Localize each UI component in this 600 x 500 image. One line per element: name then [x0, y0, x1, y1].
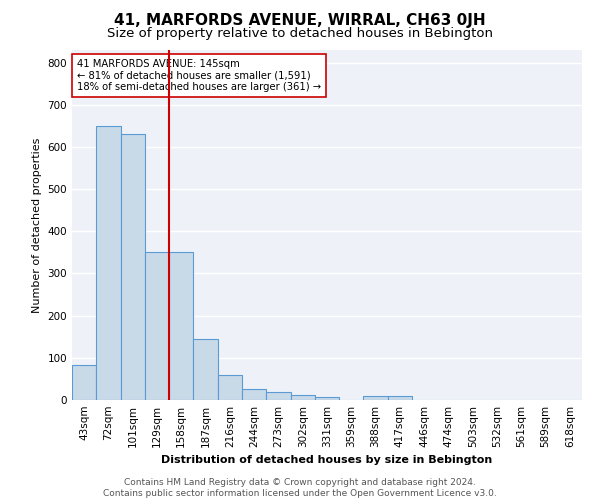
- Bar: [266, 392, 290, 400]
- Bar: [242, 390, 266, 400]
- Bar: [388, 396, 412, 400]
- Text: 41 MARFORDS AVENUE: 145sqm
← 81% of detached houses are smaller (1,591)
18% of s: 41 MARFORDS AVENUE: 145sqm ← 81% of deta…: [77, 59, 321, 92]
- Bar: [290, 395, 315, 400]
- Bar: [315, 397, 339, 400]
- Bar: [72, 365, 96, 400]
- Bar: [364, 396, 388, 400]
- Bar: [218, 374, 242, 400]
- Y-axis label: Number of detached properties: Number of detached properties: [32, 138, 42, 312]
- Bar: [193, 339, 218, 400]
- Text: Contains HM Land Registry data © Crown copyright and database right 2024.
Contai: Contains HM Land Registry data © Crown c…: [103, 478, 497, 498]
- Bar: [96, 126, 121, 400]
- Bar: [121, 134, 145, 400]
- Bar: [145, 252, 169, 400]
- Text: 41, MARFORDS AVENUE, WIRRAL, CH63 0JH: 41, MARFORDS AVENUE, WIRRAL, CH63 0JH: [114, 12, 486, 28]
- Text: Size of property relative to detached houses in Bebington: Size of property relative to detached ho…: [107, 28, 493, 40]
- Bar: [169, 252, 193, 400]
- X-axis label: Distribution of detached houses by size in Bebington: Distribution of detached houses by size …: [161, 456, 493, 466]
